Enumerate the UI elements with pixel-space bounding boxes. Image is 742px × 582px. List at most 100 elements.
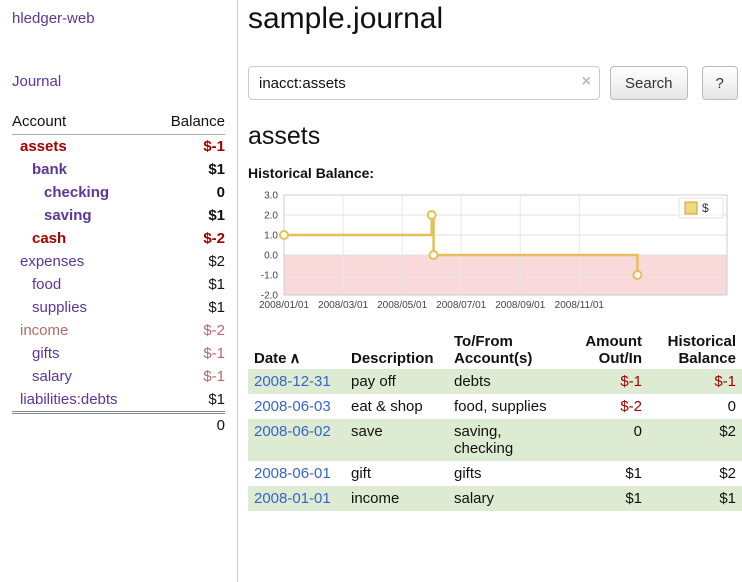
page-title: sample.journal [248, 2, 444, 35]
account-link[interactable]: checking [44, 184, 110, 201]
transaction-date-link[interactable]: 2008-12-31 [254, 373, 331, 390]
register-row: 2008-12-31 pay off debts $-1 $-1 [248, 369, 742, 394]
account-link[interactable]: salary [32, 368, 73, 385]
account-link[interactable]: cash [32, 230, 67, 247]
account-row: cash $-2 [12, 227, 225, 250]
svg-text:$: $ [702, 201, 709, 215]
transaction-amount: $-2 [620, 398, 642, 415]
transaction-amount: $1 [625, 490, 642, 507]
app-title-link[interactable]: hledger-web [12, 10, 95, 27]
account-balance: $-2 [203, 322, 225, 339]
register-header-balance: Historical Balance [667, 333, 736, 367]
transaction-description: eat & shop [351, 398, 423, 415]
transaction-description: pay off [351, 373, 396, 390]
account-cell: checking [12, 181, 153, 204]
account-cell: cash [12, 227, 153, 250]
svg-text:2008/07/01: 2008/07/01 [436, 300, 486, 311]
sort-asc-icon: ∧ [289, 350, 301, 367]
register-header-date[interactable]: Date ∧ [248, 331, 345, 369]
account-balance: $1 [208, 299, 225, 316]
register-table: Date ∧ Description To/From Account(s) Amo… [248, 331, 742, 511]
transaction-amount: 0 [633, 423, 642, 440]
account-balance: $1 [208, 276, 225, 293]
account-row: bank $1 [12, 158, 225, 181]
transaction-accounts: gifts [454, 465, 482, 482]
transaction-balance: 0 [727, 398, 736, 415]
account-link[interactable]: bank [32, 161, 68, 178]
accounts-total-spacer [12, 411, 153, 437]
register-row: 2008-06-01 gift gifts $1 $2 [248, 461, 742, 486]
search-button[interactable]: Search [610, 66, 688, 100]
account-link[interactable]: gifts [32, 345, 60, 362]
transaction-date-cell: 2008-12-31 [248, 369, 345, 394]
transaction-balance: $1 [719, 490, 736, 507]
account-link[interactable]: food [32, 276, 62, 293]
transaction-date-cell: 2008-01-01 [248, 486, 345, 511]
clear-search-icon[interactable]: × [581, 73, 591, 90]
account-link[interactable]: assets [20, 138, 67, 155]
transaction-date-link[interactable]: 2008-06-02 [254, 423, 331, 440]
svg-text:2008/01/01: 2008/01/01 [259, 300, 309, 311]
account-balance: $-1 [203, 138, 225, 155]
account-cell: food [12, 273, 153, 296]
accounts-header-row: Account Balance [12, 110, 225, 135]
account-row: income $-2 [12, 319, 225, 342]
transaction-accounts: saving, checking [454, 423, 514, 457]
svg-text:0.0: 0.0 [264, 251, 278, 262]
account-heading: assets [248, 122, 321, 150]
account-cell: expenses [12, 250, 153, 273]
account-link[interactable]: supplies [32, 299, 88, 316]
transaction-date-link[interactable]: 2008-06-03 [254, 398, 331, 415]
transaction-balance: $2 [719, 465, 736, 482]
account-link[interactable]: expenses [20, 253, 85, 270]
account-balance: $-1 [203, 345, 225, 362]
accounts-table: Account Balance assets $-1 bank $1 check… [12, 110, 225, 437]
svg-text:1.0: 1.0 [264, 231, 278, 242]
transaction-date-cell: 2008-06-02 [248, 419, 345, 461]
transaction-amount: $-1 [620, 373, 642, 390]
account-row: salary $-1 [12, 365, 225, 388]
account-link[interactable]: income [20, 322, 69, 339]
account-balance: $1 [208, 207, 225, 224]
account-cell: supplies [12, 296, 153, 319]
account-cell: liabilities:debts [12, 388, 153, 413]
account-row: saving $1 [12, 204, 225, 227]
sidebar: hledger-web Journal Account Balance asse… [0, 0, 238, 582]
sidebar-item-journal[interactable]: Journal [12, 73, 62, 90]
svg-text:2.0: 2.0 [264, 211, 278, 222]
account-link[interactable]: saving [44, 207, 92, 224]
transaction-accounts: salary [454, 490, 495, 507]
register-header-date-label: Date [254, 350, 287, 367]
transaction-description: income [351, 490, 400, 507]
search-box: × [248, 66, 600, 100]
chart-title: Historical Balance: [248, 165, 375, 181]
accounts-header-balance: Balance [152, 110, 225, 135]
account-balance: $2 [208, 253, 225, 270]
svg-text:2008/05/01: 2008/05/01 [377, 300, 427, 311]
account-cell: income [12, 319, 153, 342]
account-balance: $-2 [203, 230, 225, 247]
account-row: gifts $-1 [12, 342, 225, 365]
svg-text:2008/09/01: 2008/09/01 [495, 300, 545, 311]
transaction-description: save [351, 423, 383, 440]
transaction-balance: $2 [719, 423, 736, 440]
account-cell: bank [12, 158, 153, 181]
account-row: food $1 [12, 273, 225, 296]
transaction-accounts: debts [454, 373, 491, 390]
main-content: sample.journal × Search ? assets Histori… [238, 0, 742, 582]
account-balance: $1 [208, 161, 225, 178]
account-balance: 0 [216, 184, 225, 201]
account-balance: $-1 [203, 368, 225, 385]
transaction-date-link[interactable]: 2008-01-01 [254, 490, 331, 507]
transaction-date-link[interactable]: 2008-06-01 [254, 465, 331, 482]
help-button[interactable]: ? [701, 66, 738, 100]
search-input[interactable] [248, 66, 600, 100]
account-row: supplies $1 [12, 296, 225, 319]
register-row: 2008-06-03 eat & shop food, supplies $-2… [248, 394, 742, 419]
account-cell: gifts [12, 342, 153, 365]
account-row: liabilities:debts $1 [12, 388, 225, 413]
account-link[interactable]: liabilities:debts [20, 391, 118, 408]
register-header-row: Date ∧ Description To/From Account(s) Amo… [248, 331, 742, 369]
transaction-accounts: food, supplies [454, 398, 547, 415]
